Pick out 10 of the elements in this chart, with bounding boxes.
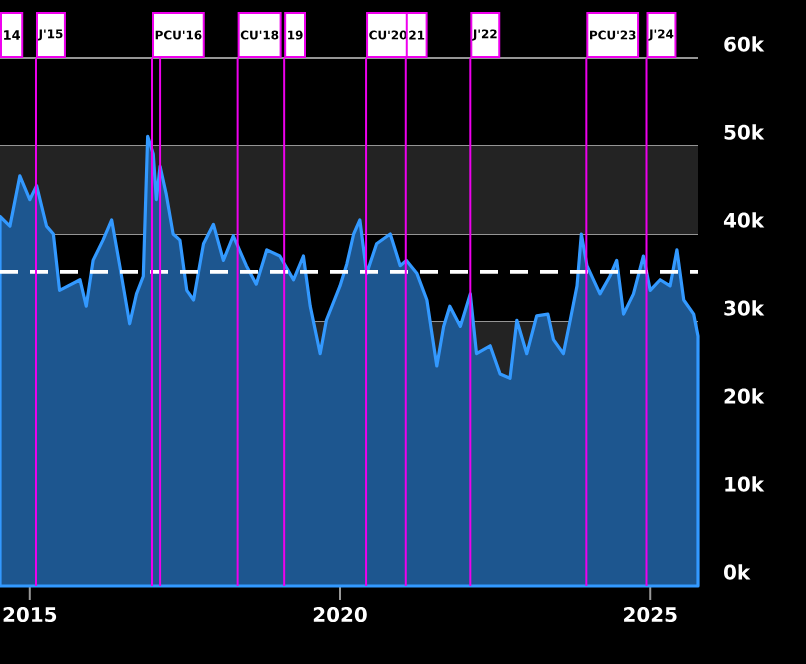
y-tick-label: 20k bbox=[724, 388, 765, 404]
y-tick-label: 40k bbox=[723, 212, 765, 228]
y-tick-label: 0k bbox=[724, 564, 751, 580]
x-tick-label: 2015 bbox=[3, 607, 57, 623]
x-tick-label: 2020 bbox=[313, 607, 367, 623]
x-tick-label: 2025 bbox=[624, 607, 677, 623]
y-tick-label: 10k bbox=[725, 476, 765, 492]
y-tick-label: 30k bbox=[724, 300, 765, 316]
y-tick-label: 60k bbox=[724, 36, 765, 52]
y-tick-label: 50k bbox=[724, 124, 765, 140]
